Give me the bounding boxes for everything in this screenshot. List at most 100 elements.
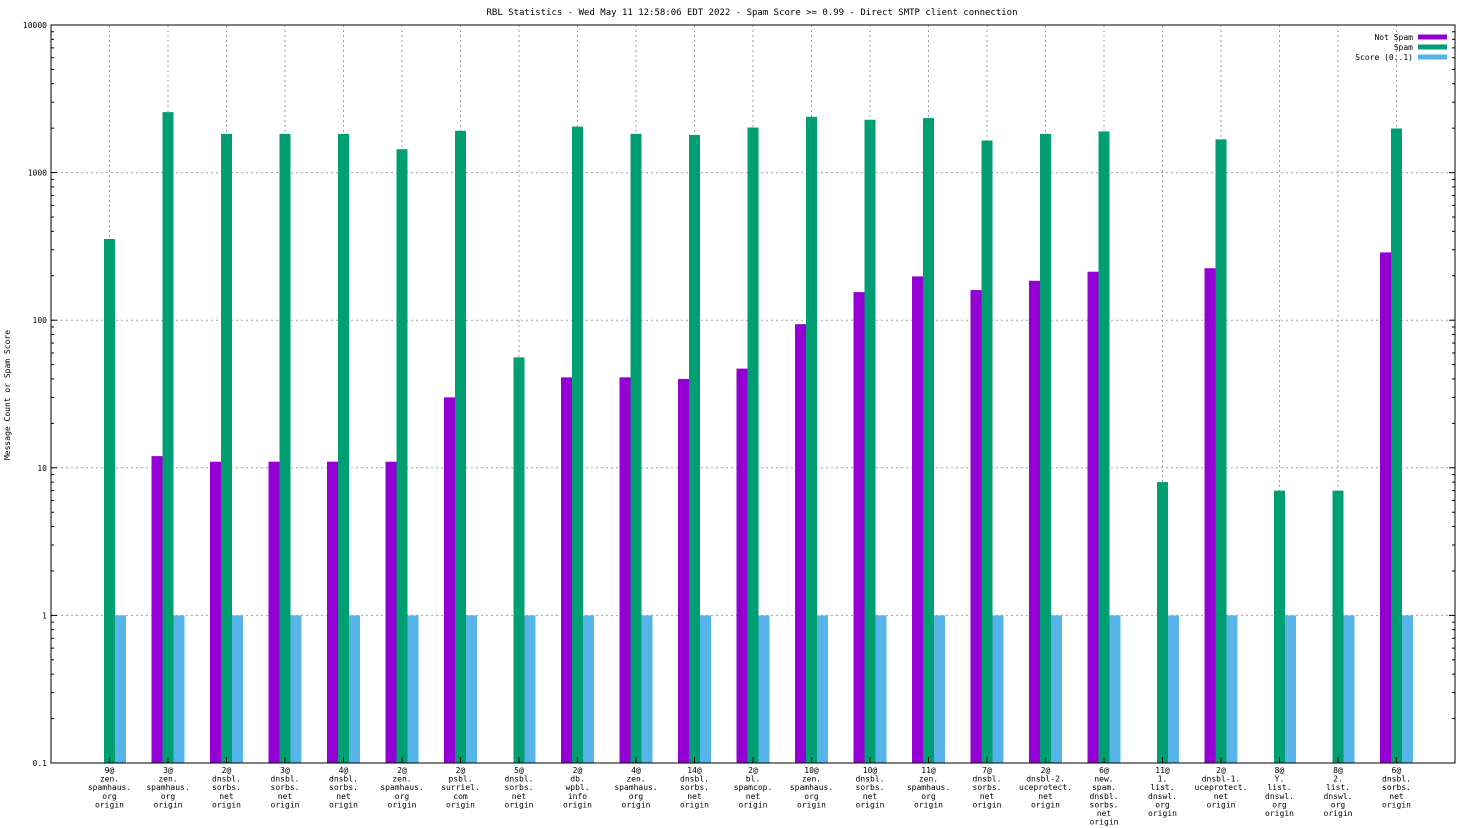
x-category-label-line: 14@ (687, 766, 702, 775)
bar-not-spam (795, 324, 806, 763)
x-category-label-line: com (453, 792, 468, 801)
x-category-label-line: net (278, 792, 293, 801)
x-category-label: 14@ dnsbl. sorbs. net origin (680, 766, 709, 809)
x-category-label-line: info (568, 792, 587, 801)
x-category-label-line: spamhaus. (790, 783, 833, 792)
bar-spam (1040, 133, 1051, 764)
x-category-label-line: wpbl. (565, 783, 589, 792)
bar-spam (1157, 482, 1168, 763)
x-category-label-line: origin (388, 800, 417, 809)
bar-spam (806, 116, 817, 763)
x-category-label-line: zen. (100, 775, 119, 784)
bar-score-0-1 (1402, 615, 1413, 763)
x-category-label-line: zen. (919, 775, 938, 784)
bar-score-0-1 (992, 615, 1004, 763)
x-category-label-line: org (102, 792, 117, 801)
x-category-label-line: net (1038, 792, 1053, 801)
x-category-label-line: net (1097, 809, 1112, 818)
x-category-label: 2@ bl. spamcop. net origin (734, 766, 773, 809)
x-category-label-line: spamhaus. (146, 783, 189, 792)
x-category-label: 8@ 2. list. dnswl. org origin (1324, 766, 1353, 818)
x-category-label-line: dnsbl. (271, 775, 300, 784)
x-category-label-line: psbl. (448, 775, 472, 784)
bar-score-0-1 (290, 615, 302, 763)
bar-spam (572, 126, 583, 763)
x-category-label-line: 8@ (1275, 766, 1285, 775)
bar-score-0-1 (700, 615, 711, 763)
bar-not-spam (970, 290, 982, 763)
x-category-label-line: zen. (626, 775, 645, 784)
bar-not-spam (912, 276, 923, 763)
x-category-label-line: 2@ (1041, 766, 1051, 775)
x-category-label-line: origin (797, 800, 826, 809)
x-category-label-line: dnsbl. (329, 775, 358, 784)
bar-not-spam (1204, 268, 1216, 763)
x-category-label-line: dnsbl. (973, 775, 1002, 784)
bar-spam (747, 127, 759, 763)
y-tick-label: 10000 (23, 21, 47, 30)
bar-score-0-1 (349, 615, 360, 763)
y-tick-label: 1 (42, 611, 47, 620)
x-category-label: 11@ 1. list. dnswl. org origin (1148, 766, 1177, 818)
x-category-label-line: origin (95, 800, 124, 809)
x-category-label-line: net (687, 792, 702, 801)
x-category-label-line: 2@ (748, 766, 758, 775)
bar-spam (338, 133, 349, 764)
x-category-label-line: dnsbl-1. (1202, 775, 1241, 784)
x-category-label-line: list. (1150, 783, 1174, 792)
y-tick-label: 100 (33, 316, 48, 325)
x-category-label-line: surriel. (441, 783, 480, 792)
bar-spam (1215, 139, 1227, 763)
x-category-label-line: 11@ (921, 766, 936, 775)
bar-not-spam (1380, 252, 1391, 763)
x-category-label-line: sorbs. (329, 783, 358, 792)
x-category-label-line: 2@ (222, 766, 232, 775)
bar-spam (1332, 490, 1344, 763)
bar-score-0-1 (173, 615, 185, 763)
x-category-label-line: zen. (802, 775, 821, 784)
x-category-label-line: spamhaus. (907, 783, 950, 792)
bar-not-spam (210, 461, 221, 763)
bar-not-spam (327, 461, 338, 763)
chart-title: RBL Statistics - Wed May 11 12:58:06 EDT… (486, 8, 1017, 18)
x-category-label: 2@ zen. spamhaus. org origin (380, 766, 423, 809)
x-category-label-line: origin (680, 800, 709, 809)
x-category-label-line: 8@ (1333, 766, 1343, 775)
x-category-label-line: zen. (392, 775, 411, 784)
x-category-label: 2@ psbl. surriel. com origin (441, 766, 480, 809)
x-category-label-line: org (1331, 800, 1346, 809)
x-category-label-line: 6@ (1099, 766, 1109, 775)
bar-score-0-1 (407, 615, 419, 763)
x-category-label-line: 10@ (863, 766, 878, 775)
bar-spam (689, 134, 700, 764)
x-category-label-line: dnsbl. (1382, 775, 1411, 784)
x-category-label-line: spamhaus. (380, 783, 423, 792)
bar-not-spam (853, 292, 865, 763)
x-category-label-line: sorbs. (973, 783, 1002, 792)
x-category-label-line: 7@ (982, 766, 992, 775)
x-category-label-line: origin (739, 800, 768, 809)
x-category-label: 2@ db. wpbl. info origin (563, 766, 592, 809)
x-category-label: 6@ dnsbl. sorbs. net origin (1382, 766, 1411, 809)
x-category-label-line: sorbs. (1382, 783, 1411, 792)
x-category-label: 4@ dnsbl. sorbs. net origin (329, 766, 358, 809)
x-category-label-line: origin (622, 800, 651, 809)
x-category-label-line: origin (1207, 800, 1236, 809)
bar-score-0-1 (817, 615, 828, 763)
x-category-label-line: 10@ (804, 766, 819, 775)
legend-swatch (1418, 44, 1447, 50)
x-category-label-line: net (1389, 792, 1404, 801)
x-category-label-line: org (804, 792, 819, 801)
x-category-label-line: 4@ (339, 766, 349, 775)
x-category-label-line: dnsbl. (1090, 792, 1119, 801)
x-category-label-line: 4@ (631, 766, 641, 775)
x-category-label-line: dnsbl. (856, 775, 885, 784)
x-category-label: 2@ dnsbl. sorbs. net origin (212, 766, 241, 809)
x-category-label-line: origin (973, 800, 1002, 809)
bar-score-0-1 (524, 615, 536, 763)
bar-score-0-1 (1109, 615, 1121, 763)
x-category-label-line: 2@ (456, 766, 466, 775)
x-category-label-line: 3@ (163, 766, 173, 775)
